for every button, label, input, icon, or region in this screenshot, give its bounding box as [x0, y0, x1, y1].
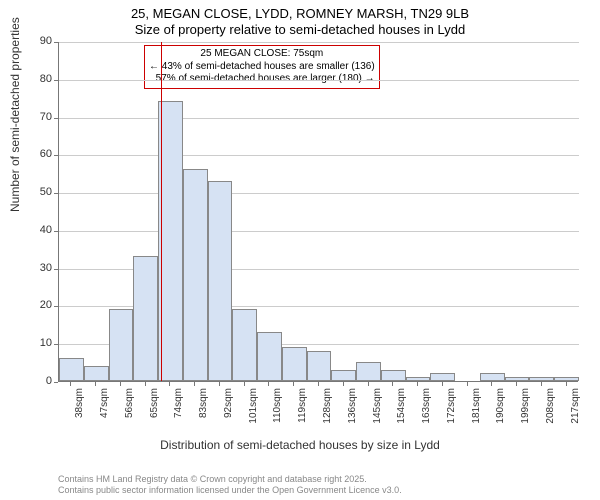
histogram-bar: [554, 377, 579, 381]
x-tick-label: 47sqm: [99, 388, 110, 438]
histogram-bar: [505, 377, 530, 381]
x-tick-label: 74sqm: [173, 388, 184, 438]
x-tick-label: 154sqm: [396, 388, 407, 438]
y-tick-label: 70: [22, 111, 52, 123]
x-tick-mark: [95, 382, 96, 386]
x-tick-label: 38sqm: [74, 388, 85, 438]
annotation-line1: 25 MEGAN CLOSE: 75sqm: [149, 48, 375, 61]
y-tick-mark: [54, 155, 58, 156]
x-tick-label: 136sqm: [347, 388, 358, 438]
gridline-h: [59, 155, 579, 156]
x-tick-mark: [343, 382, 344, 386]
gridline-h: [59, 42, 579, 43]
x-tick-mark: [120, 382, 121, 386]
footer-line2: Contains public sector information licen…: [58, 485, 402, 496]
x-tick-label: 163sqm: [421, 388, 432, 438]
annotation-line2: ← 43% of semi-detached houses are smalle…: [149, 61, 375, 74]
y-tick-mark: [54, 344, 58, 345]
histogram-bar: [529, 377, 554, 381]
histogram-bar: [406, 377, 431, 381]
y-tick-label: 0: [22, 375, 52, 387]
x-tick-label: 65sqm: [149, 388, 160, 438]
x-tick-mark: [392, 382, 393, 386]
chart-title-line2: Size of property relative to semi-detach…: [0, 22, 600, 37]
histogram-bar: [133, 256, 158, 381]
x-tick-label: 128sqm: [322, 388, 333, 438]
histogram-bar: [307, 351, 332, 381]
y-tick-mark: [54, 80, 58, 81]
histogram-bar: [109, 309, 134, 381]
histogram-bar: [59, 358, 84, 381]
histogram-bar: [257, 332, 282, 381]
gridline-h: [59, 80, 579, 81]
x-tick-mark: [244, 382, 245, 386]
x-tick-mark: [169, 382, 170, 386]
y-tick-label: 80: [22, 73, 52, 85]
histogram-bar: [331, 370, 356, 381]
gridline-h: [59, 193, 579, 194]
x-tick-mark: [293, 382, 294, 386]
y-tick-label: 10: [22, 337, 52, 349]
histogram-bar: [208, 181, 233, 381]
histogram-bar: [84, 366, 109, 381]
x-tick-mark: [318, 382, 319, 386]
y-tick-label: 90: [22, 35, 52, 47]
gridline-h: [59, 118, 579, 119]
y-tick-mark: [54, 118, 58, 119]
x-tick-mark: [268, 382, 269, 386]
histogram-bar: [480, 373, 505, 381]
y-tick-mark: [54, 42, 58, 43]
x-tick-mark: [145, 382, 146, 386]
x-tick-mark: [70, 382, 71, 386]
y-tick-mark: [54, 231, 58, 232]
x-tick-label: 172sqm: [446, 388, 457, 438]
x-tick-label: 56sqm: [124, 388, 135, 438]
x-tick-mark: [467, 382, 468, 386]
y-tick-label: 60: [22, 148, 52, 160]
x-tick-label: 181sqm: [471, 388, 482, 438]
marker-line: [161, 42, 163, 381]
chart-title-line1: 25, MEGAN CLOSE, LYDD, ROMNEY MARSH, TN2…: [0, 6, 600, 21]
x-tick-label: 190sqm: [495, 388, 506, 438]
x-tick-mark: [491, 382, 492, 386]
footer-text: Contains HM Land Registry data © Crown c…: [58, 474, 402, 496]
histogram-bar: [282, 347, 307, 381]
x-tick-mark: [516, 382, 517, 386]
gridline-h: [59, 231, 579, 232]
x-tick-label: 199sqm: [520, 388, 531, 438]
y-tick-mark: [54, 269, 58, 270]
x-tick-label: 208sqm: [545, 388, 556, 438]
x-tick-mark: [442, 382, 443, 386]
y-tick-mark: [54, 193, 58, 194]
footer-line1: Contains HM Land Registry data © Crown c…: [58, 474, 402, 485]
x-tick-label: 145sqm: [372, 388, 383, 438]
x-tick-mark: [194, 382, 195, 386]
x-tick-mark: [566, 382, 567, 386]
x-tick-label: 119sqm: [297, 388, 308, 438]
y-axis-label: Number of semi-detached properties: [8, 17, 22, 212]
histogram-bar: [232, 309, 257, 381]
histogram-bar: [430, 373, 455, 381]
y-tick-label: 50: [22, 186, 52, 198]
x-axis-label: Distribution of semi-detached houses by …: [0, 438, 600, 452]
y-tick-label: 30: [22, 262, 52, 274]
histogram-bar: [183, 169, 208, 381]
plot-area: 25 MEGAN CLOSE: 75sqm ← 43% of semi-deta…: [58, 42, 578, 382]
x-tick-mark: [368, 382, 369, 386]
x-tick-label: 83sqm: [198, 388, 209, 438]
x-tick-label: 110sqm: [272, 388, 283, 438]
x-tick-label: 217sqm: [570, 388, 581, 438]
x-tick-label: 101sqm: [248, 388, 259, 438]
x-tick-mark: [219, 382, 220, 386]
x-tick-label: 92sqm: [223, 388, 234, 438]
y-tick-mark: [54, 382, 58, 383]
y-tick-mark: [54, 306, 58, 307]
histogram-bar: [356, 362, 381, 381]
y-tick-label: 40: [22, 224, 52, 236]
y-tick-label: 20: [22, 299, 52, 311]
annotation-box: 25 MEGAN CLOSE: 75sqm ← 43% of semi-deta…: [144, 45, 380, 89]
x-tick-mark: [417, 382, 418, 386]
histogram-bar: [381, 370, 406, 381]
x-tick-mark: [541, 382, 542, 386]
